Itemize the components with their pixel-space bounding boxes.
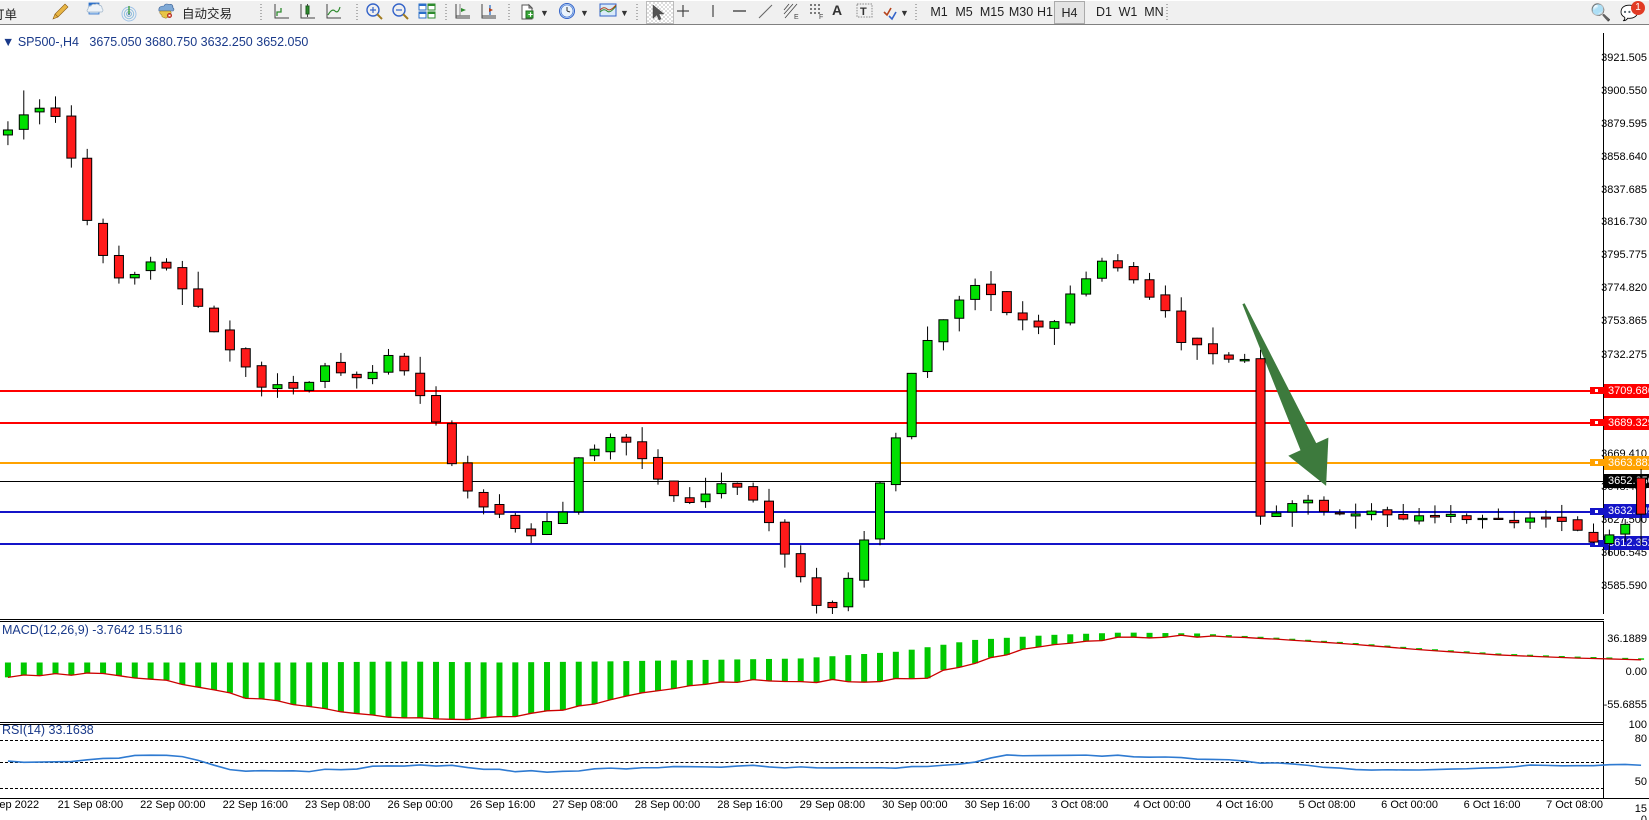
svg-text:T: T (860, 6, 867, 18)
svg-text:E: E (794, 14, 799, 21)
svg-text:F: F (819, 14, 823, 21)
